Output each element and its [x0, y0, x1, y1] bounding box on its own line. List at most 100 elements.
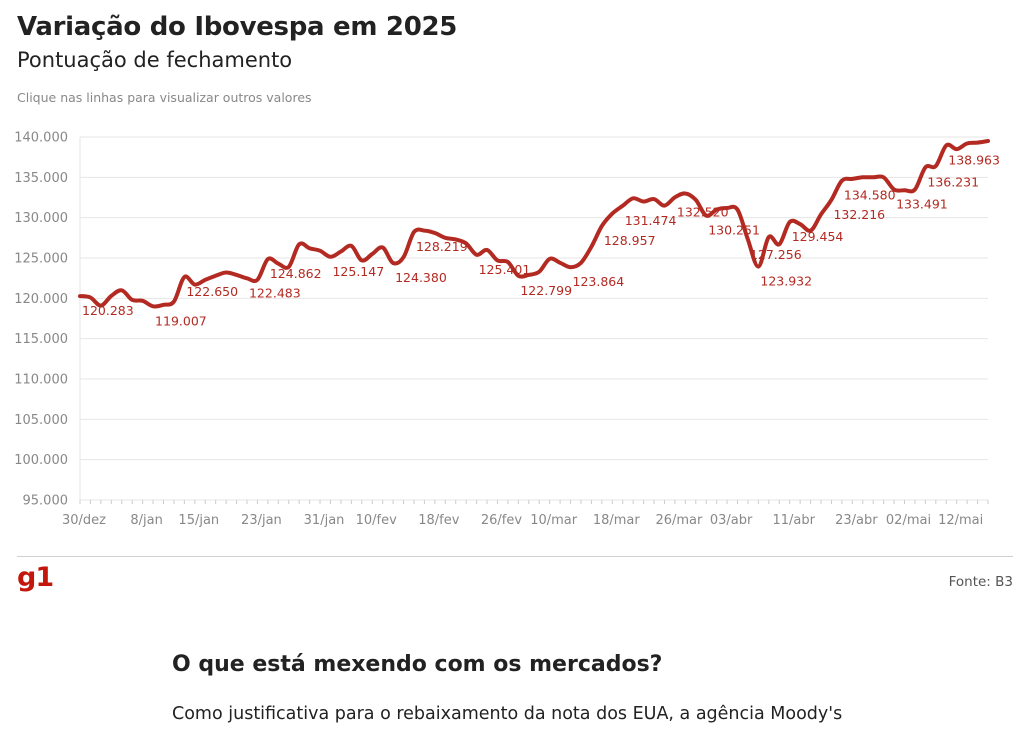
data-point[interactable]	[76, 292, 84, 300]
data-point[interactable]	[347, 242, 355, 250]
data-point[interactable]	[817, 210, 825, 218]
gridlines	[79, 136, 988, 501]
data-point[interactable]	[368, 250, 376, 258]
data-label: 128.219	[416, 239, 468, 254]
data-label: 131.474	[625, 213, 677, 228]
data-point[interactable]	[389, 259, 397, 267]
data-point[interactable]	[869, 173, 877, 181]
data-point[interactable]	[337, 248, 345, 256]
data-label: 132.520	[677, 204, 729, 219]
data-point[interactable]	[243, 274, 251, 282]
data-point[interactable]	[86, 294, 94, 302]
data-point[interactable]	[233, 271, 241, 279]
data-point[interactable]	[974, 139, 982, 147]
data-point[interactable]	[661, 202, 669, 210]
data-point[interactable]	[222, 269, 230, 277]
data-point[interactable]	[734, 206, 742, 214]
data-point[interactable]	[420, 227, 428, 235]
data-point[interactable]	[316, 247, 324, 255]
data-label: 138.963	[948, 152, 1000, 167]
data-point[interactable]	[546, 255, 554, 263]
data-label: 120.283	[82, 303, 134, 318]
x-axis-ticks: 30/dez 8/jan 15/jan 23/jan 31/jan 10/fev 18/fe…	[62, 500, 989, 528]
y-tick-label: 115.000	[14, 332, 68, 347]
data-point[interactable]	[295, 240, 303, 248]
data-label: 124.862	[270, 266, 322, 281]
g1-logo[interactable]: g1	[17, 562, 54, 593]
data-point[interactable]	[483, 246, 491, 254]
data-point[interactable]	[567, 263, 575, 271]
data-point[interactable]	[160, 301, 168, 309]
data-label: 122.483	[249, 285, 301, 300]
data-point[interactable]	[932, 162, 940, 170]
data-point[interactable]	[264, 255, 272, 263]
x-tick-label: 02/mai	[886, 513, 931, 528]
y-tick-label: 100.000	[14, 453, 68, 468]
data-point[interactable]	[410, 228, 418, 236]
data-point[interactable]	[327, 253, 335, 261]
data-point[interactable]	[650, 195, 658, 203]
data-point[interactable]	[107, 292, 115, 300]
x-tick-label: 10/mar	[530, 513, 578, 528]
data-point[interactable]	[984, 137, 992, 145]
x-tick-label: 15/jan	[178, 513, 219, 528]
data-point[interactable]	[754, 263, 762, 271]
data-point[interactable]	[535, 268, 543, 276]
data-point[interactable]	[921, 163, 929, 171]
data-point[interactable]	[681, 190, 689, 198]
data-point[interactable]	[838, 177, 846, 185]
data-point[interactable]	[880, 173, 888, 181]
data-point[interactable]	[253, 276, 261, 284]
data-point[interactable]	[640, 198, 648, 206]
chart-hint: Clique nas linhas para visualizar outros…	[17, 90, 312, 105]
data-point[interactable]	[431, 229, 439, 237]
data-point[interactable]	[608, 210, 616, 218]
data-label: 133.491	[896, 197, 948, 212]
data-point[interactable]	[587, 243, 595, 251]
x-tick-label: 23/jan	[241, 513, 282, 528]
data-point[interactable]	[796, 220, 804, 228]
data-point[interactable]	[859, 173, 867, 181]
data-point[interactable]	[901, 186, 909, 194]
series-layer[interactable]	[76, 137, 992, 310]
data-point[interactable]	[619, 202, 627, 210]
data-point[interactable]	[473, 251, 481, 259]
data-point[interactable]	[786, 218, 794, 226]
data-point[interactable]	[692, 196, 700, 204]
data-point[interactable]	[963, 140, 971, 148]
data-point[interactable]	[139, 297, 147, 305]
data-point[interactable]	[201, 276, 209, 284]
data-point[interactable]	[400, 253, 408, 261]
data-point[interactable]	[170, 298, 178, 306]
y-tick-label: 125.000	[14, 252, 68, 267]
data-point[interactable]	[118, 286, 126, 294]
data-label: 123.932	[760, 274, 812, 289]
ibovespa-line-chart[interactable]: 95.000 100.000 105.000 110.000 115.000 120.00…	[0, 0, 1024, 540]
x-tick-label: 23/abr	[835, 513, 878, 528]
article-paragraph: Como justificativa para o rebaixamento d…	[172, 704, 843, 724]
footer-divider	[17, 556, 1013, 557]
data-point[interactable]	[942, 141, 950, 149]
data-point[interactable]	[577, 259, 585, 267]
data-point[interactable]	[180, 273, 188, 281]
data-point[interactable]	[598, 222, 606, 230]
data-label: 136.231	[927, 174, 979, 189]
data-label: 122.799	[520, 283, 572, 298]
data-point[interactable]	[911, 186, 919, 194]
data-point[interactable]	[671, 193, 679, 201]
data-point[interactable]	[379, 244, 387, 252]
data-point[interactable]	[765, 233, 773, 241]
y-tick-label: 110.000	[14, 373, 68, 388]
chart-title: Variação do Ibovespa em 2025	[17, 12, 458, 42]
data-point[interactable]	[556, 259, 564, 267]
data-point[interactable]	[149, 302, 157, 310]
data-point[interactable]	[848, 175, 856, 183]
series-line-ibovespa[interactable]	[78, 139, 990, 309]
x-tick-label: 12/mai	[938, 513, 983, 528]
data-point[interactable]	[827, 196, 835, 204]
x-tick-label: 31/jan	[304, 513, 345, 528]
data-point[interactable]	[629, 194, 637, 202]
data-point[interactable]	[306, 244, 314, 252]
data-label: 130.251	[708, 223, 760, 238]
data-point[interactable]	[212, 272, 220, 280]
